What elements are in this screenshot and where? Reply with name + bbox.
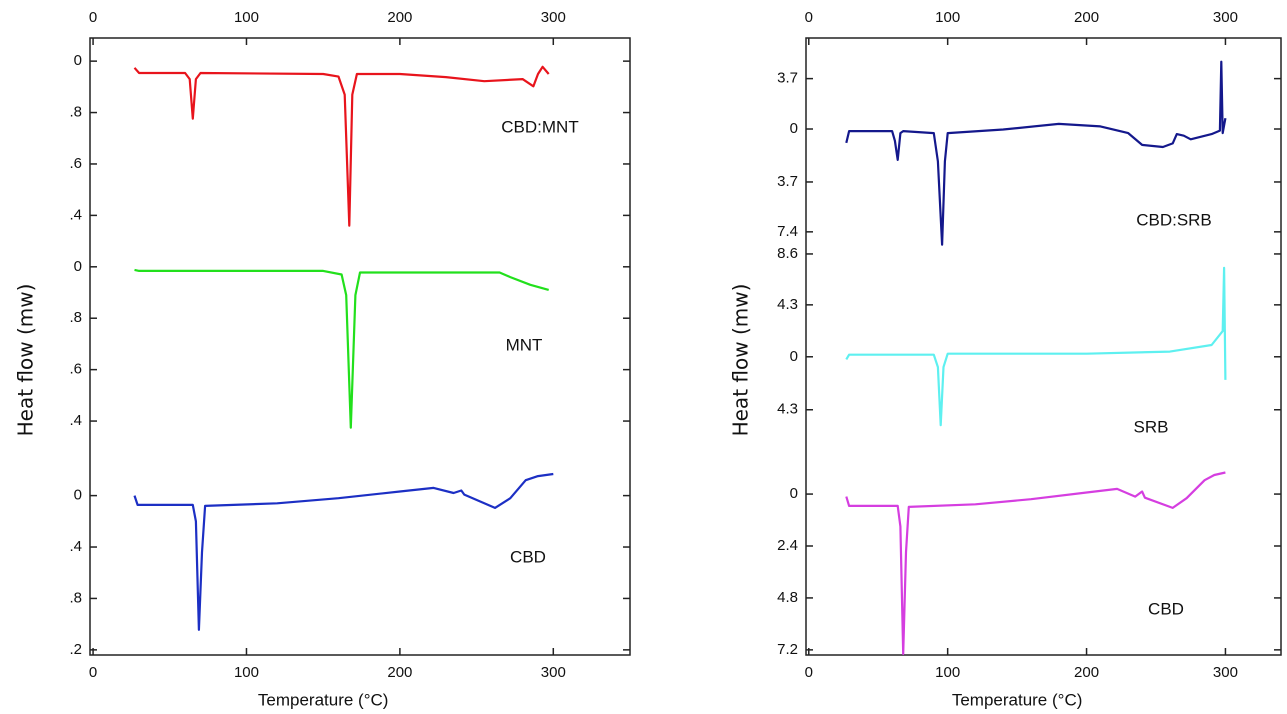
x-tick-label: 300	[1213, 664, 1238, 681]
y-tick-label: 7.2	[777, 641, 798, 658]
x-axis-label: Temperature (°C)	[258, 690, 389, 709]
series-label: CBD	[1148, 599, 1184, 618]
series-label: CBD:SRB	[1136, 210, 1212, 229]
y-tick-label: 0	[790, 348, 798, 365]
x-tick-label-top: 0	[805, 9, 813, 26]
y-axis-label: Heat flow (mw)	[729, 284, 753, 437]
x-tick-label: 100	[234, 664, 259, 681]
data-line	[845, 266, 1227, 427]
x-tick-label-top: 100	[935, 9, 960, 26]
y-tick-label: .8	[69, 589, 82, 606]
series-label: CBD	[510, 547, 546, 566]
y-tick-label: .4	[69, 206, 82, 223]
data-line	[845, 60, 1227, 246]
y-tick-label: 0	[790, 485, 798, 502]
data-line	[133, 472, 554, 631]
y-tick-label: .4	[69, 538, 82, 555]
y-tick-label: .8	[69, 104, 82, 121]
x-tick-label: 0	[805, 664, 813, 681]
x-tick-label: 0	[89, 664, 97, 681]
y-tick-label: 4.8	[777, 589, 798, 606]
x-tick-label-top: 200	[387, 9, 412, 26]
x-tick-label-top: 100	[234, 9, 259, 26]
x-tick-label: 200	[1074, 664, 1099, 681]
data-line	[134, 268, 549, 429]
x-tick-label-top: 300	[1213, 9, 1238, 26]
y-tick-label: 3.7	[777, 70, 798, 87]
y-tick-label: 3.7	[777, 173, 798, 190]
series-label: CBD:MNT	[501, 117, 578, 136]
x-tick-label-top: 300	[541, 9, 566, 26]
y-tick-label: 8.6	[777, 245, 798, 262]
y-tick-label: 0	[74, 258, 82, 275]
x-tick-label: 300	[541, 664, 566, 681]
y-tick-label: 0	[790, 120, 798, 137]
data-line	[845, 471, 1226, 656]
y-tick-label: 2.4	[777, 537, 798, 554]
plot-frame	[89, 37, 631, 656]
plot-frame	[805, 37, 1282, 656]
y-tick-label: .6	[69, 361, 82, 378]
y-tick-label: 0	[74, 52, 82, 69]
x-tick-label-top: 0	[89, 9, 97, 26]
x-tick-label: 200	[387, 664, 412, 681]
series-label: SRB	[1134, 417, 1169, 436]
y-tick-label: .6	[69, 155, 82, 172]
data-line	[133, 65, 550, 227]
y-tick-label: 0	[74, 487, 82, 504]
series-label: MNT	[506, 335, 543, 354]
y-tick-label: 4.3	[777, 401, 798, 418]
y-axis-label: Heat flow (mw)	[14, 284, 38, 437]
x-tick-label-top: 200	[1074, 9, 1099, 26]
y-tick-label: .8	[69, 309, 82, 326]
y-tick-label: 4.3	[777, 296, 798, 313]
y-tick-label: .2	[69, 641, 82, 658]
y-tick-label: .4	[69, 412, 82, 429]
x-tick-label: 100	[935, 664, 960, 681]
x-axis-label: Temperature (°C)	[952, 690, 1083, 709]
y-tick-label: 7.4	[777, 223, 798, 240]
